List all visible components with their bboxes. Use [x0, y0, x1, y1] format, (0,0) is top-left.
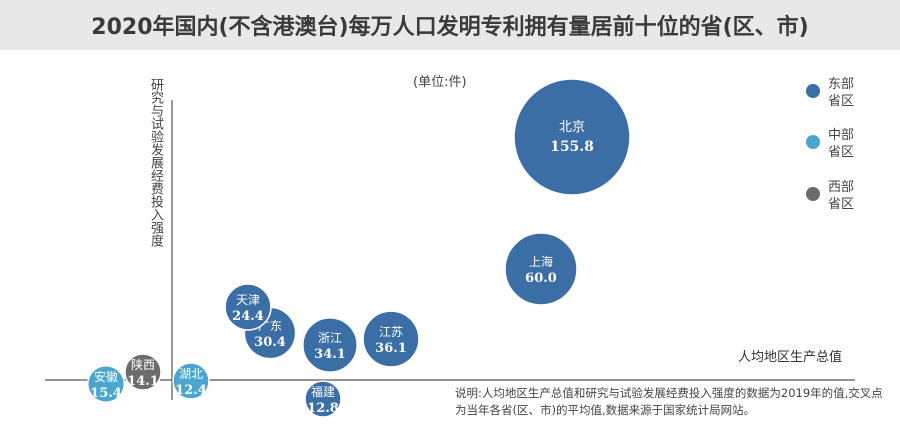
bubble-8: 安徽 15.4	[87, 365, 125, 403]
bubble-value-label: 60.0	[525, 271, 557, 286]
bubble-5: 天津 24.4	[224, 283, 272, 331]
bubble-6: 福建 12.8	[304, 380, 342, 418]
bubble-0: 北京 155.8	[513, 78, 631, 196]
x-axis-label: 人均地区生产总值	[738, 350, 843, 365]
footnote: 说明:人均地区生产总值和研究与试验发展经费投入强度的数据为2019年的值,交叉点…	[455, 386, 883, 417]
legend-label: 东部	[828, 77, 855, 92]
bubble-1: 上海 60.0	[504, 232, 578, 306]
legend-dot-icon	[806, 84, 820, 98]
bubble-value-label: 12.4	[175, 383, 207, 398]
bubble-mark	[513, 78, 631, 196]
bubble-value-label: 30.4	[254, 335, 286, 350]
chart-title: 2020年国内(不含港澳台)每万人口发明专利拥有量居前十位的省(区、市)	[0, 0, 900, 50]
bubble-mark	[302, 317, 358, 373]
legend-label: 西部	[828, 180, 855, 195]
bubble-mark	[87, 365, 125, 403]
bubble-2: 江苏 36.1	[362, 310, 420, 368]
y-axis-label: 研究与试验发展经费投入强度	[148, 78, 163, 247]
legend-dot-icon	[806, 135, 820, 149]
legend-label: 省区	[828, 145, 855, 160]
bubble-mark	[224, 283, 272, 331]
bubble-value-label: 24.4	[232, 309, 264, 324]
bubble-value-label: 155.8	[550, 139, 594, 155]
legend-label: 省区	[828, 94, 855, 109]
bubble-name-label: 安徽	[94, 369, 118, 384]
bubble-name-label: 湖北	[179, 366, 203, 381]
bubble-value-label: 36.1	[375, 341, 407, 356]
bubble-7: 湖北 12.4	[172, 362, 210, 400]
bubble-name-label: 陕西	[131, 357, 155, 372]
bubble-value-label: 15.4	[90, 386, 122, 401]
bubble-3: 浙江 34.1	[302, 317, 358, 373]
bubble-name-label: 江苏	[379, 325, 403, 339]
bubble-name-label: 福建	[311, 384, 335, 399]
bubble-mark	[172, 362, 210, 400]
bubble-value-label: 14.1	[127, 374, 159, 389]
bubble-layer: 北京155.8上海60.0江苏36.1浙江34.1广东30.4天津24.4福建1…	[87, 78, 631, 418]
unit-label: (单位:件)	[413, 75, 467, 90]
bubble-mark	[504, 232, 578, 306]
legend-dot-icon	[806, 187, 820, 201]
legend-label: 中部	[828, 128, 855, 143]
bubble-name-label: 天津	[236, 293, 260, 307]
bubble-mark	[304, 380, 342, 418]
bubble-mark	[362, 310, 420, 368]
bubble-value-label: 12.8	[307, 401, 339, 416]
bubble-name-label: 浙江	[318, 331, 342, 345]
bubble-9: 陕西 14.1	[124, 353, 162, 391]
bubble-mark	[124, 353, 162, 391]
bubble-name-label: 上海	[529, 254, 553, 269]
bubble-value-label: 34.1	[314, 347, 346, 362]
bubble-name-label: 北京	[559, 120, 585, 135]
legend-label: 省区	[828, 197, 855, 212]
